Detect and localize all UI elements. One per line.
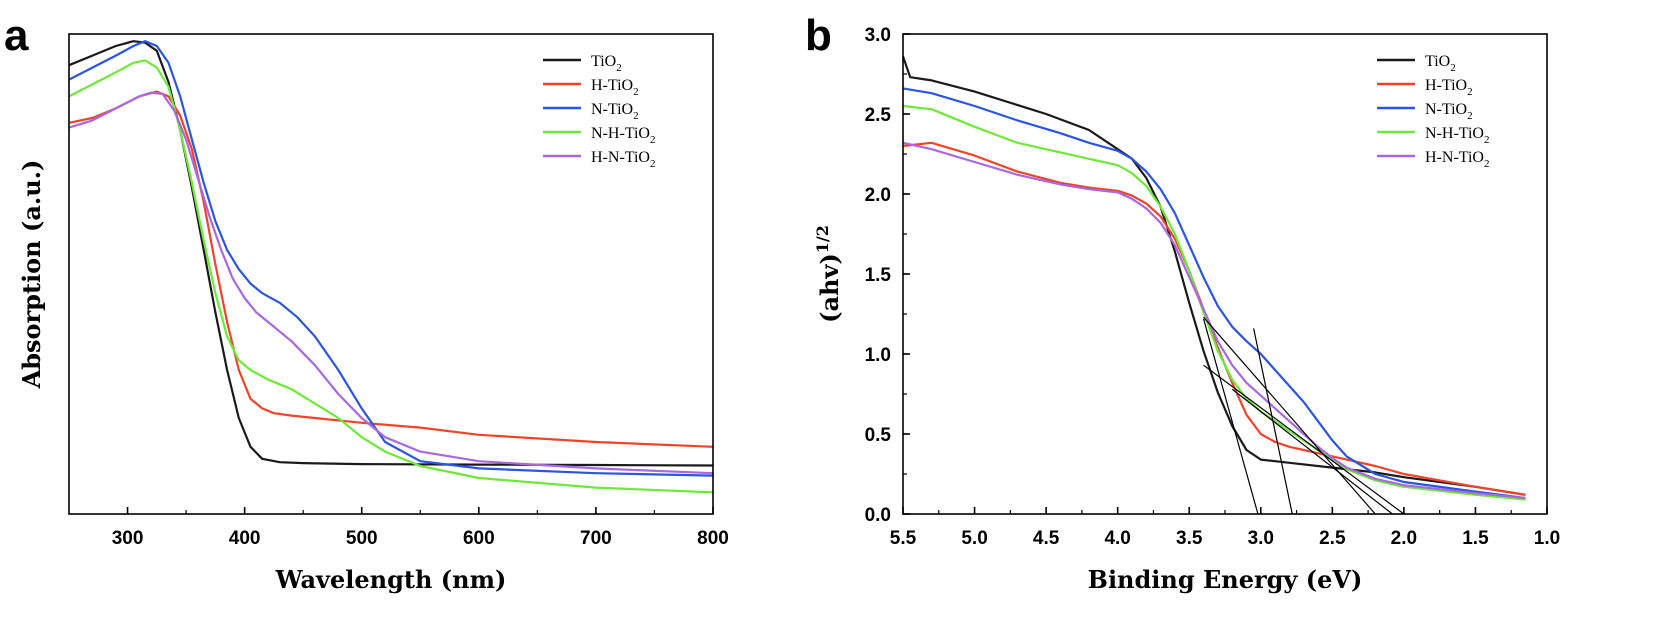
panel-a-xlabel: Wavelength (nm) <box>275 565 507 594</box>
b-xtick-label: 3.0 <box>1248 528 1274 549</box>
a-legend-label-N-H-TiO2: N-H-TiO2 <box>591 125 655 146</box>
panel-a-ticks: 300 400 500 600 700 800 <box>112 507 729 549</box>
b-legend-label-H-TiO2: H-TiO2 <box>1425 77 1473 98</box>
b-legend-label-N-H-TiO2: N-H-TiO2 <box>1425 125 1489 146</box>
b-xtick-label: 1.0 <box>1534 528 1560 549</box>
b-legend-label-TiO2: TiO2 <box>1425 53 1456 74</box>
b-series-line-N-TiO2 <box>902 87 1526 500</box>
panel-a-ylabel: Absorption (a.u.) <box>17 160 46 390</box>
a-xtick-label: 800 <box>697 528 729 549</box>
panel-b-ylabel-sup: 1/2 <box>813 225 832 253</box>
a-xtick-label: 400 <box>229 528 261 549</box>
b-tangent-line-4 <box>1231 388 1393 515</box>
b-series-line-H-N-TiO2 <box>902 141 1526 500</box>
b-legend-label-N-TiO2: N-TiO2 <box>1425 101 1473 122</box>
b-ytick-label: 1.0 <box>865 345 891 366</box>
a-series-line-H-TiO2 <box>68 90 714 448</box>
a-legend-label-TiO2: TiO2 <box>591 53 622 74</box>
b-series-line-H-TiO2 <box>902 141 1526 496</box>
b-tangent-line-3 <box>1203 364 1405 515</box>
a-xtick-label: 500 <box>346 528 378 549</box>
a-xtick-label: 300 <box>112 528 144 549</box>
panel-b: b 5.5 5.0 4.5 4.0 3.5 3.0 2.5 2.0 1.5 1.0 0.0 0.5 1.… <box>805 11 1560 594</box>
b-xtick-label: 1.5 <box>1462 528 1489 549</box>
panel-b-plot-area <box>901 56 1526 515</box>
b-series-line-N-H-TiO2 <box>902 104 1526 501</box>
a-xtick-label: 700 <box>580 528 612 549</box>
b-series-line-TiO2 <box>901 56 1526 496</box>
b-ytick-label: 3.0 <box>865 25 891 46</box>
panel-b-ylabel: (ahv)1/2 <box>813 225 844 323</box>
b-tangent-line-2 <box>1203 316 1376 515</box>
b-ytick-label: 1.5 <box>865 265 892 286</box>
panel-a-legend: TiO2 H-TiO2 N-TiO2 N-H-TiO2 H-N-TiO2 <box>543 53 655 170</box>
a-legend-label-H-TiO2: H-TiO2 <box>591 77 639 98</box>
b-tangent-line-0 <box>1202 318 1259 515</box>
panel-b-letter: b <box>805 11 832 60</box>
panel-b-frame <box>902 33 1548 515</box>
b-xtick-label: 4.0 <box>1104 528 1130 549</box>
a-series-line-N-TiO2 <box>68 40 714 477</box>
panel-a: a 300 400 500 600 700 800 TiO2 H-TiO2 N-TiO2 N-H… <box>4 11 729 594</box>
b-xtick-label: 4.5 <box>1033 528 1060 549</box>
b-ytick-label: 2.0 <box>865 185 891 206</box>
panel-b-ylabel-base: (ahv) <box>815 253 844 323</box>
b-ytick-label: 0.0 <box>865 505 891 526</box>
b-xtick-label: 3.5 <box>1176 528 1203 549</box>
b-xtick-label: 2.5 <box>1319 528 1346 549</box>
panel-a-plot-area <box>68 40 714 494</box>
b-xtick-label: 5.5 <box>890 528 917 549</box>
panel-a-frame <box>68 33 714 515</box>
a-series-line-H-N-TiO2 <box>68 91 714 475</box>
a-series-line-TiO2 <box>68 40 714 467</box>
panel-a-letter: a <box>4 11 29 60</box>
b-xtick-label: 2.0 <box>1391 528 1417 549</box>
a-series-line-N-H-TiO2 <box>68 59 714 494</box>
panel-b-legend: TiO2 H-TiO2 N-TiO2 N-H-TiO2 H-N-TiO2 <box>1377 53 1489 170</box>
b-legend-label-H-N-TiO2: H-N-TiO2 <box>1425 149 1489 170</box>
a-legend-label-N-TiO2: N-TiO2 <box>591 101 639 122</box>
panel-b-xlabel: Binding Energy (eV) <box>1088 565 1363 594</box>
a-xtick-label: 600 <box>463 528 495 549</box>
b-ytick-label: 2.5 <box>865 105 892 126</box>
panel-b-ticks: 5.5 5.0 4.5 4.0 3.5 3.0 2.5 2.0 1.5 1.0 0.0 0.5 1.0 1… <box>865 25 1561 549</box>
b-ytick-label: 0.5 <box>865 425 892 446</box>
b-xtick-label: 5.0 <box>961 528 987 549</box>
a-legend-label-H-N-TiO2: H-N-TiO2 <box>591 149 655 170</box>
